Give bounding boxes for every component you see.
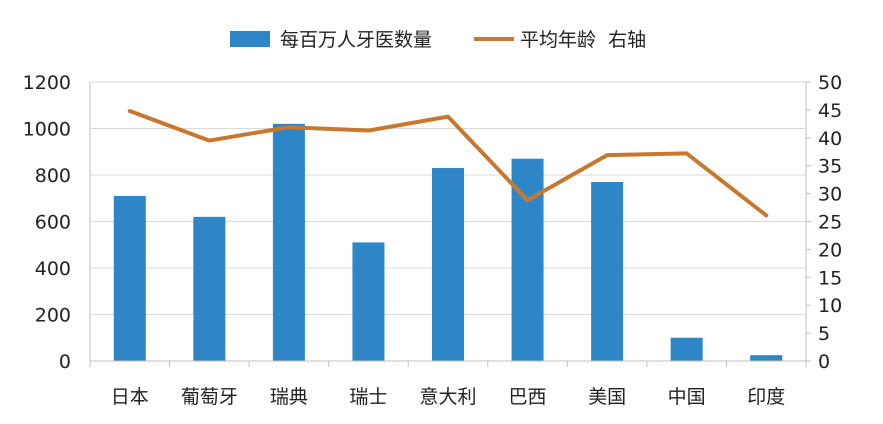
- legend-swatch-bar: [230, 31, 270, 47]
- y-right-tick-label: 30: [818, 184, 842, 206]
- bar-series: [113, 123, 783, 361]
- line-series: [127, 109, 769, 218]
- y-right-tick-label: 50: [818, 72, 842, 94]
- y-left-tick-label: 1200: [23, 72, 71, 94]
- x-tick-label: 印度: [747, 386, 785, 408]
- x-tick-label: 日本: [111, 386, 149, 408]
- bar: [432, 168, 464, 361]
- bar: [352, 242, 385, 361]
- y-left-tick-label: 200: [35, 305, 71, 327]
- y-left-tick-label: 800: [35, 165, 71, 187]
- bar: [750, 355, 783, 361]
- y-right-tick-label: 15: [818, 267, 842, 289]
- y-right-tick-label: 10: [818, 295, 842, 317]
- x-tick-label: 巴西: [509, 386, 547, 408]
- y-right-tick-label: 35: [818, 156, 842, 178]
- y-right-tick-label: 25: [818, 212, 842, 234]
- y-right-tick-label: 0: [818, 351, 830, 373]
- x-tick-label: 意大利: [419, 386, 476, 408]
- legend-label-line: 平均年龄 右轴: [520, 29, 646, 51]
- y-right-tick-label: 20: [818, 239, 842, 261]
- y-right-tick-label: 5: [818, 323, 830, 345]
- x-tick-label: 瑞典: [270, 386, 308, 408]
- axes: [89, 81, 811, 367]
- line-series-path: [127, 109, 769, 218]
- y-axis-right-labels: 0 5 10 15 20 25 30 35 40 45 50: [818, 72, 842, 373]
- legend: 每百万人牙医数量 平均年龄 右轴: [230, 29, 646, 51]
- y-right-tick-label: 40: [818, 128, 842, 150]
- x-tick-label: 中国: [668, 386, 706, 408]
- y-axis-left-labels: 0 200 400 600 800 1000 1200: [23, 72, 71, 373]
- y-left-tick-label: 1000: [23, 119, 71, 141]
- y-left-tick-label: 0: [59, 351, 71, 373]
- y-right-tick-label: 45: [818, 100, 842, 122]
- y-left-tick-label: 400: [35, 258, 71, 280]
- legend-label-bar: 每百万人牙医数量: [280, 29, 432, 51]
- x-tick-label: 瑞士: [349, 386, 387, 408]
- x-tick-label: 美国: [588, 386, 626, 408]
- bar: [670, 337, 703, 361]
- bar: [193, 216, 226, 361]
- x-tick-label: 葡萄牙: [181, 386, 238, 408]
- bar: [113, 195, 146, 361]
- bar: [591, 181, 624, 361]
- bar: [272, 123, 305, 361]
- y-left-tick-label: 600: [35, 212, 71, 234]
- x-axis-labels: 日本 葡萄牙 瑞典 瑞士 意大利 巴西 美国 中国 印度: [111, 386, 785, 408]
